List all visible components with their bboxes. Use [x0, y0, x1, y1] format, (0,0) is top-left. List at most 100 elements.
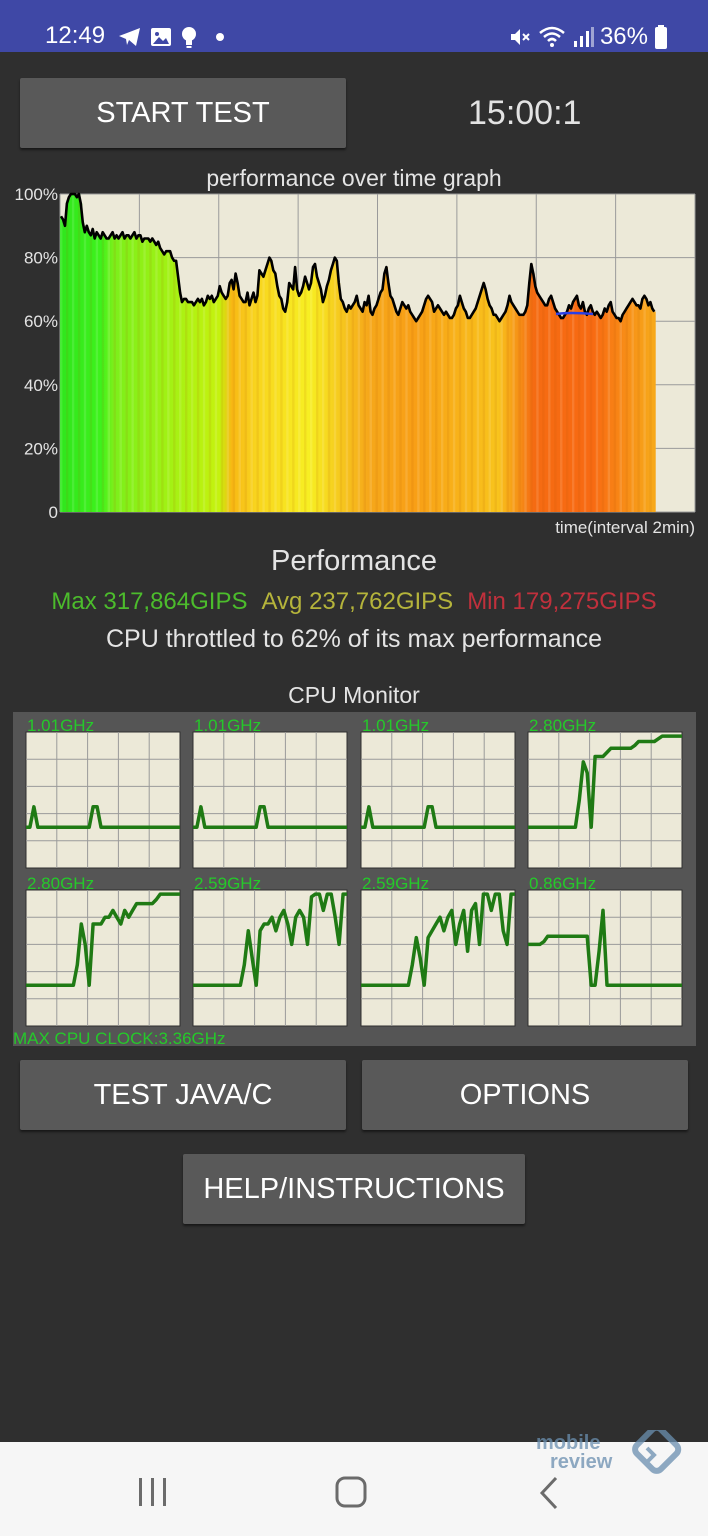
performance-bar	[276, 286, 279, 512]
performance-bar	[123, 238, 126, 512]
graph-stripe	[268, 259, 271, 512]
performance-bar	[161, 251, 164, 512]
performance-bar	[266, 263, 269, 512]
performance-bar	[385, 267, 388, 512]
performance-bar	[585, 314, 589, 512]
performance-bar	[187, 302, 190, 512]
graph-y-tick-label: 40%	[24, 376, 58, 395]
graph-stripe	[65, 205, 69, 512]
performance-bar	[502, 314, 505, 512]
cpu-core-graph: 0.86GHz	[527, 874, 683, 1027]
graph-stripe	[589, 307, 593, 512]
performance-bar	[317, 283, 321, 512]
performance-bar	[411, 314, 414, 512]
max-cpu-clock: MAX CPU CLOCK:3.36GHz	[13, 1029, 226, 1046]
performance-bar	[230, 279, 234, 512]
graph-stripe	[274, 275, 277, 512]
performance-bar	[601, 314, 605, 512]
performance-bar	[206, 295, 210, 512]
timer: 15:00:1	[468, 94, 582, 132]
performance-bar	[262, 276, 265, 512]
performance-bar	[169, 251, 172, 512]
performance-bar	[651, 308, 654, 512]
performance-bar	[446, 314, 450, 512]
performance-bar	[498, 321, 501, 512]
graph-y-tick-label: 20%	[24, 439, 58, 458]
wifi-icon	[539, 26, 565, 47]
performance-bar	[558, 314, 561, 512]
performance-bar	[135, 238, 138, 512]
graph-stripe	[363, 304, 366, 512]
graph-stripe	[107, 240, 111, 512]
performance-bar	[310, 283, 313, 512]
graph-stripe	[155, 246, 158, 512]
graph-stripe	[536, 294, 539, 512]
back-icon[interactable]	[536, 1476, 562, 1510]
options-button[interactable]: OPTIONS	[362, 1060, 688, 1130]
graph-stripe	[315, 278, 319, 512]
performance-bar	[579, 308, 583, 512]
performance-bar	[359, 308, 363, 512]
cpu-core-plot	[360, 889, 516, 1027]
performance-bar	[496, 318, 499, 512]
home-icon[interactable]	[334, 1476, 368, 1508]
test-java-c-button[interactable]: TEST JAVA/C	[20, 1060, 346, 1130]
cpu-core-frequency: 1.01GHz	[362, 716, 429, 735]
performance-bar	[260, 273, 263, 512]
performance-bar	[339, 298, 343, 512]
cpu-core-plot	[360, 731, 516, 869]
recent-apps-icon[interactable]	[135, 1476, 171, 1508]
cpu-core-trace	[528, 908, 682, 987]
performance-bar	[504, 311, 507, 512]
performance-bar	[236, 283, 239, 512]
graph-stripe	[333, 259, 337, 512]
performance-bar	[145, 238, 148, 512]
cpu-monitor-graphs: 1.01GHz 1.01GHz 1.01GHz 2.80GHz 2.80GHz 2.59G…	[13, 716, 683, 1048]
graph-stripes	[60, 196, 652, 512]
performance-bar	[595, 311, 599, 512]
performance-bar	[319, 289, 323, 512]
performance-bar	[314, 263, 317, 512]
performance-bar	[192, 305, 196, 512]
status-icons-right: 36%	[508, 22, 668, 52]
graph-stripe	[101, 234, 105, 512]
performance-bar	[417, 318, 420, 512]
graph-stripe	[89, 237, 93, 512]
performance-bar	[133, 232, 136, 512]
performance-bar	[347, 305, 351, 512]
performance-bar	[107, 238, 111, 512]
performance-bar	[117, 238, 120, 512]
performance-bar	[546, 305, 549, 512]
battery-icon	[655, 25, 667, 49]
graph-stripe	[60, 218, 63, 512]
bulb-icon	[182, 27, 196, 48]
performance-bar	[185, 298, 188, 512]
cpu-core-graph: 2.80GHz	[25, 874, 181, 1027]
performance-bar	[302, 286, 305, 512]
perf-max: Max 317,864GIPS	[51, 588, 248, 615]
performance-bar	[85, 225, 89, 513]
performance-bar	[278, 295, 281, 512]
performance-bar	[464, 311, 468, 512]
performance-bar	[179, 292, 182, 512]
performance-bar	[115, 235, 118, 512]
graph-stripe	[518, 316, 521, 512]
help-instructions-button[interactable]: HELP/INSTRUCTIONS	[183, 1154, 525, 1224]
performance-bar	[615, 318, 619, 512]
performance-bar	[450, 318, 454, 512]
performance-bar	[89, 235, 93, 512]
performance-bar	[246, 292, 249, 512]
performance-bar	[315, 276, 319, 512]
performance-bar	[353, 302, 357, 512]
graph-stripe	[131, 237, 134, 512]
performance-bar	[407, 305, 410, 512]
graph-stripe	[601, 316, 605, 512]
graph-stripe	[649, 304, 652, 512]
performance-bar	[272, 270, 275, 512]
performance-bar	[268, 257, 271, 512]
graph-stripe	[298, 297, 301, 512]
performance-bar	[355, 295, 359, 512]
cpu-monitor-title: CPU Monitor	[288, 682, 420, 708]
performance-bar	[365, 305, 368, 512]
start-test-button[interactable]: START TEST	[20, 78, 346, 148]
